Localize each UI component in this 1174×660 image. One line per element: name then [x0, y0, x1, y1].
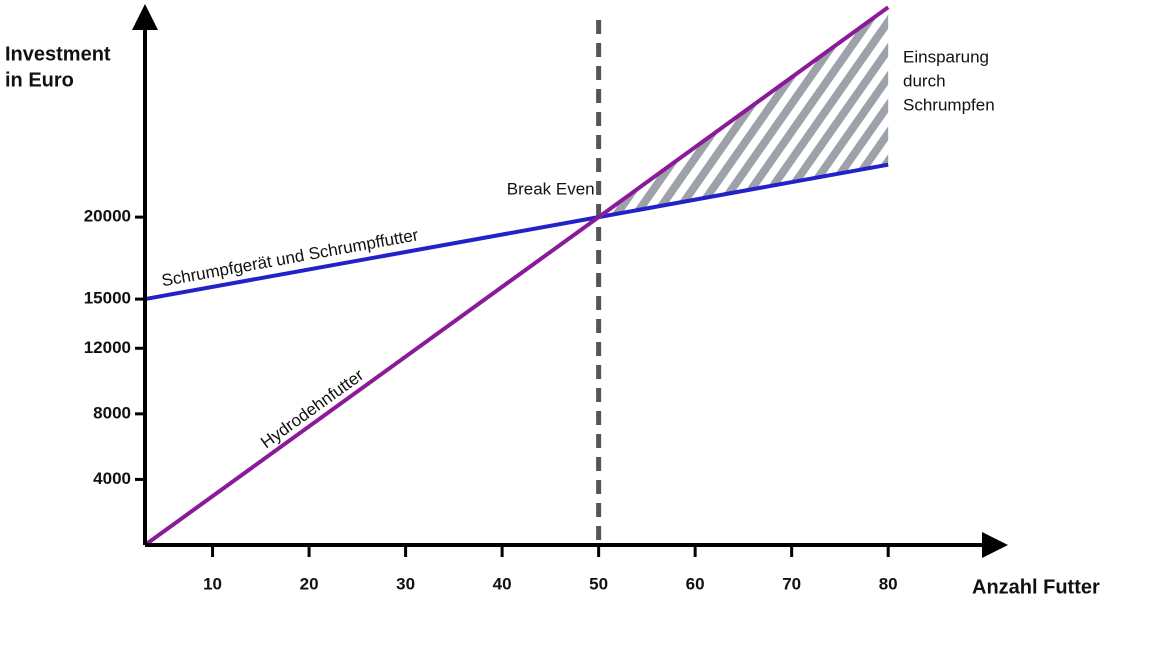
x-tick-label: 60 [686, 574, 705, 593]
y-axis-title: in Euro [5, 69, 74, 91]
x-tick-label: 40 [493, 574, 512, 593]
y-tick-label: 15000 [84, 289, 131, 308]
x-tick-label: 50 [589, 574, 608, 593]
x-tick-label: 10 [203, 574, 222, 593]
x-tick-label: 20 [300, 574, 319, 593]
y-axis-title: Investment [5, 43, 111, 65]
x-tick-label: 30 [396, 574, 415, 593]
x-tick-label: 70 [782, 574, 801, 593]
break-even-label: Break Even [507, 179, 595, 198]
series-line [143, 5, 890, 547]
y-tick-label: 8000 [93, 403, 131, 422]
x-axis-arrow [982, 532, 1008, 558]
y-tick-label: 12000 [84, 338, 131, 357]
y-tick-label: 20000 [84, 207, 131, 226]
series-label: Hydrodehnfutter [257, 365, 367, 452]
y-axis-arrow [132, 4, 158, 30]
y-tick-label: 4000 [93, 469, 131, 488]
savings-label: durch [903, 71, 946, 90]
x-tick-label: 80 [879, 574, 898, 593]
savings-label: Einsparung [903, 47, 989, 66]
savings-label: Schrumpfen [903, 95, 995, 114]
x-axis-title: Anzahl Futter [972, 576, 1100, 598]
